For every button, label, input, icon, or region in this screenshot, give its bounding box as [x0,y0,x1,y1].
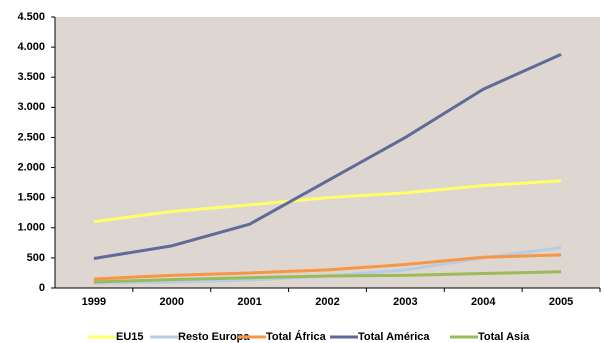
y-tick-label: 3.500 [17,71,45,83]
x-tick-label: 2005 [549,296,573,308]
y-tick-label: 3.000 [17,101,45,113]
series-line [93,179,562,224]
x-tick-label: 2004 [471,296,496,308]
x-tick-label: 2001 [237,296,261,308]
y-tick-label: 1.500 [17,192,45,204]
series-line [93,253,562,281]
x-tick-label: 2002 [315,296,339,308]
y-tick-label: 0 [39,282,45,294]
legend-label: Total Asia [478,331,530,343]
y-tick-label: 1.000 [17,222,45,234]
y-tick-label: 2.000 [17,161,45,173]
x-tick-label: 2003 [393,296,417,308]
y-tick-label: 4.000 [17,41,45,53]
legend-label: Resto Europa [178,331,250,343]
x-tick-label: 2000 [160,296,184,308]
y-tick-label: 500 [27,252,45,264]
x-tick-label: 1999 [82,296,106,308]
legend-label: EU15 [116,331,144,343]
series-line [93,270,562,284]
legend-label: Total América [358,331,430,343]
y-tick-label: 4.500 [17,11,45,23]
legend-label: Total África [266,330,327,343]
series-line [93,52,562,260]
y-tick-label: 2.500 [17,131,45,143]
plot-area [55,17,600,288]
